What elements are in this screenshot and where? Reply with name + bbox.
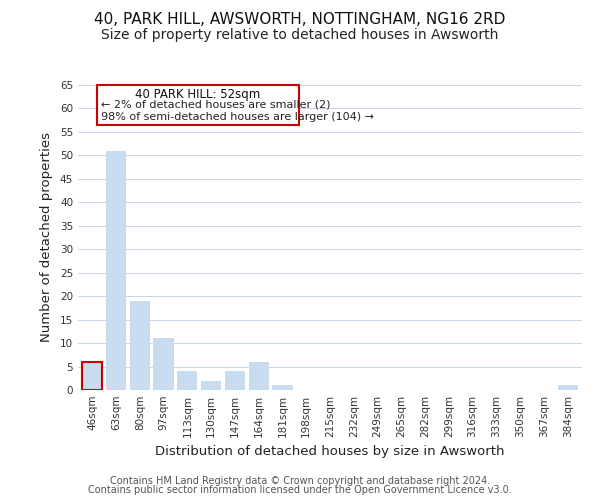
Text: 40 PARK HILL: 52sqm: 40 PARK HILL: 52sqm — [136, 88, 260, 101]
FancyBboxPatch shape — [97, 85, 299, 125]
Text: Size of property relative to detached houses in Awsworth: Size of property relative to detached ho… — [101, 28, 499, 42]
Text: 40, PARK HILL, AWSWORTH, NOTTINGHAM, NG16 2RD: 40, PARK HILL, AWSWORTH, NOTTINGHAM, NG1… — [94, 12, 506, 28]
Y-axis label: Number of detached properties: Number of detached properties — [40, 132, 53, 342]
Bar — [130, 301, 150, 390]
Bar — [201, 380, 221, 390]
Text: 98% of semi-detached houses are larger (104) →: 98% of semi-detached houses are larger (… — [101, 112, 374, 122]
Text: ← 2% of detached houses are smaller (2): ← 2% of detached houses are smaller (2) — [101, 99, 330, 109]
Text: Contains HM Land Registry data © Crown copyright and database right 2024.: Contains HM Land Registry data © Crown c… — [110, 476, 490, 486]
Bar — [177, 371, 197, 390]
Bar — [272, 386, 293, 390]
Bar — [154, 338, 173, 390]
Bar — [248, 362, 269, 390]
Bar — [106, 150, 126, 390]
Bar — [557, 386, 578, 390]
Bar — [225, 371, 245, 390]
Bar — [82, 362, 103, 390]
Text: Contains public sector information licensed under the Open Government Licence v3: Contains public sector information licen… — [88, 485, 512, 495]
X-axis label: Distribution of detached houses by size in Awsworth: Distribution of detached houses by size … — [155, 446, 505, 458]
